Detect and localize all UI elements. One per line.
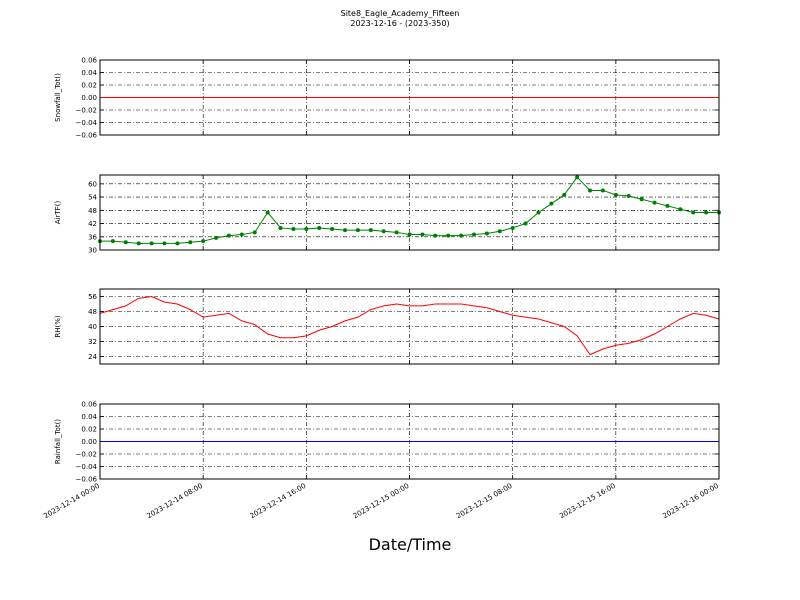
y-tick-label: 24 <box>88 353 97 361</box>
y-tick-label: −0.06 <box>76 132 98 140</box>
data-point <box>420 232 425 237</box>
figure-subtitle: 2023-12-16 - (2023-350) <box>350 19 449 28</box>
data-point <box>407 232 412 237</box>
data-point <box>691 210 696 215</box>
data-point <box>304 227 309 232</box>
data-point <box>291 227 296 232</box>
data-point <box>149 241 154 246</box>
y-tick-label: 48 <box>88 308 97 316</box>
data-point <box>471 232 476 237</box>
y-tick-label: 60 <box>88 180 97 188</box>
y-tick-label: 0.06 <box>81 57 97 65</box>
data-point <box>188 240 193 245</box>
data-point <box>652 200 657 205</box>
data-point <box>459 233 464 238</box>
data-point <box>368 228 373 233</box>
figure-title: Site8_Eagle_Academy_Fifteen <box>341 9 460 18</box>
data-point <box>497 229 502 234</box>
y-tick-label: −0.04 <box>76 119 98 127</box>
data-point <box>394 230 399 235</box>
data-point <box>613 192 618 197</box>
y-tick-label: −0.06 <box>76 476 98 484</box>
y-tick-label: −0.02 <box>76 107 97 115</box>
data-point <box>549 201 554 206</box>
y-tick-label: 36 <box>88 233 97 241</box>
y-tick-label: 0.00 <box>81 438 97 446</box>
data-point <box>510 225 515 230</box>
y-tick-label: 40 <box>88 323 97 331</box>
data-point <box>175 241 180 246</box>
y-tick-label: −0.02 <box>76 451 97 459</box>
data-point <box>162 241 167 246</box>
axes-frame <box>99 174 720 251</box>
y-axis-label: Snowfall_Tot() <box>54 73 62 122</box>
data-point <box>433 233 438 238</box>
y-tick-label: 0.04 <box>81 69 97 77</box>
y-tick-label: 56 <box>88 293 97 301</box>
y-tick-label: 0.00 <box>81 94 97 102</box>
axes-frame <box>99 59 720 136</box>
data-point <box>665 203 670 208</box>
y-tick-label: 42 <box>88 220 97 228</box>
y-tick-label: 0.04 <box>81 413 97 421</box>
y-tick-label: 0.06 <box>81 401 97 409</box>
x-axis-label: Date/Time <box>369 535 452 554</box>
data-point <box>330 227 335 232</box>
y-tick-label: 0.02 <box>81 426 97 434</box>
data-point <box>562 192 567 197</box>
data-point <box>600 188 605 193</box>
y-tick-label: 54 <box>88 194 97 202</box>
data-point <box>201 239 206 244</box>
data-point <box>136 241 141 246</box>
data-point <box>265 210 270 215</box>
y-tick-label: −0.04 <box>76 463 98 471</box>
data-point <box>484 231 489 236</box>
axes-frame <box>99 403 720 480</box>
data-point <box>343 228 348 233</box>
data-point <box>226 233 231 238</box>
y-axis-label: RH(%) <box>54 315 62 338</box>
data-point <box>355 228 360 233</box>
data-point <box>588 188 593 193</box>
data-point <box>704 210 709 215</box>
data-point <box>381 229 386 234</box>
y-axis-label: AirTF() <box>54 201 62 225</box>
data-point <box>278 225 283 230</box>
data-point <box>523 221 528 226</box>
y-axis-label: Rainfall_Tot() <box>54 419 62 464</box>
data-line <box>99 295 720 356</box>
axes-frame <box>99 288 720 365</box>
y-tick-label: 32 <box>88 338 97 346</box>
data-point <box>678 207 683 212</box>
data-point <box>639 197 644 202</box>
data-point <box>317 225 322 230</box>
data-point <box>536 210 541 215</box>
data-point <box>575 175 580 180</box>
data-point <box>123 240 128 245</box>
data-point <box>252 230 257 235</box>
data-point <box>446 233 451 238</box>
y-tick-label: 30 <box>88 247 97 255</box>
data-point <box>626 193 631 198</box>
y-tick-label: 0.02 <box>81 82 97 90</box>
data-point <box>110 239 115 244</box>
data-point <box>214 235 219 240</box>
y-tick-label: 48 <box>88 207 97 215</box>
data-point <box>239 232 244 237</box>
